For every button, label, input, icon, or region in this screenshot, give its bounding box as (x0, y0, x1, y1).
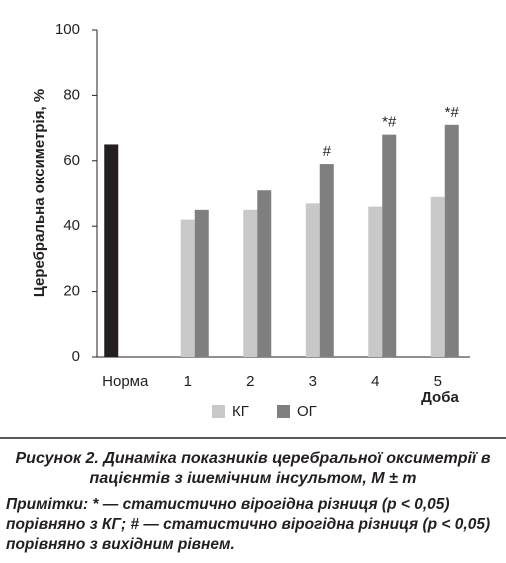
x-tick-label: 1 (184, 373, 192, 390)
significance-marker: *# (382, 114, 397, 131)
x-axis-label: Доба (421, 389, 459, 406)
significance-marker: *# (445, 104, 460, 121)
y-tick-label: 0 (72, 348, 80, 365)
bar (243, 209, 258, 357)
chart: Церебральна оксиметрія, % Доба 0 20 40 60 80… (0, 21, 506, 439)
legend-label: КГ (232, 403, 249, 420)
x-tick-label: 4 (371, 373, 379, 390)
y-tick-label: 80 (63, 86, 80, 103)
bar (305, 203, 320, 357)
y-tick-label: 100 (55, 21, 80, 38)
y-axis-label: Церебральна оксиметрія, % (31, 89, 48, 297)
bar (368, 206, 383, 357)
x-tick-label: Норма (102, 373, 149, 390)
x-tick-label: 2 (246, 373, 254, 390)
y-tick-label: 60 (63, 152, 80, 169)
bar (319, 164, 334, 357)
bar (257, 190, 272, 357)
x-tick-label: 5 (434, 373, 442, 390)
y-tick-label: 20 (63, 283, 80, 300)
x-tick-label: 3 (309, 373, 317, 390)
notes: Примітки: * — статистично вірогідна різн… (6, 496, 491, 553)
bar (104, 144, 119, 357)
bar (180, 219, 195, 357)
legend-label: ОГ (297, 403, 317, 420)
caption: Рисунок 2. Динаміка показників церебраль… (15, 450, 491, 487)
significance-marker: # (323, 143, 332, 160)
y-tick-label: 40 (63, 217, 80, 234)
bar (194, 209, 209, 357)
bar (382, 134, 397, 357)
legend-swatch (277, 405, 290, 418)
legend-swatch (212, 405, 225, 418)
bar (430, 196, 445, 357)
bar (444, 124, 459, 357)
